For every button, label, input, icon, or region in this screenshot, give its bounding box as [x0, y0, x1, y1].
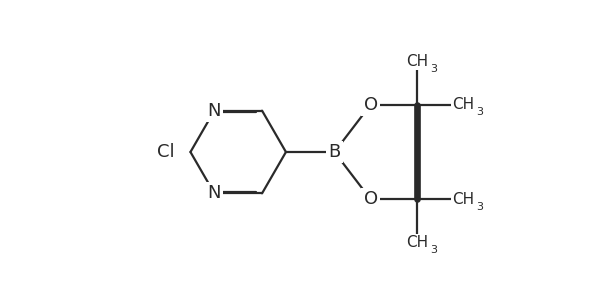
Text: Cl: Cl	[157, 143, 175, 161]
Text: N: N	[208, 102, 221, 120]
Text: CH: CH	[406, 235, 428, 250]
Text: CH: CH	[406, 54, 428, 69]
Text: N: N	[208, 184, 221, 202]
Text: 3: 3	[430, 245, 437, 255]
Text: CH: CH	[452, 192, 474, 207]
Text: 3: 3	[476, 107, 483, 117]
Text: O: O	[364, 190, 378, 208]
Text: 3: 3	[476, 202, 483, 212]
Text: B: B	[328, 143, 341, 161]
Text: 3: 3	[430, 64, 437, 74]
Text: CH: CH	[452, 97, 474, 112]
Text: O: O	[364, 96, 378, 114]
